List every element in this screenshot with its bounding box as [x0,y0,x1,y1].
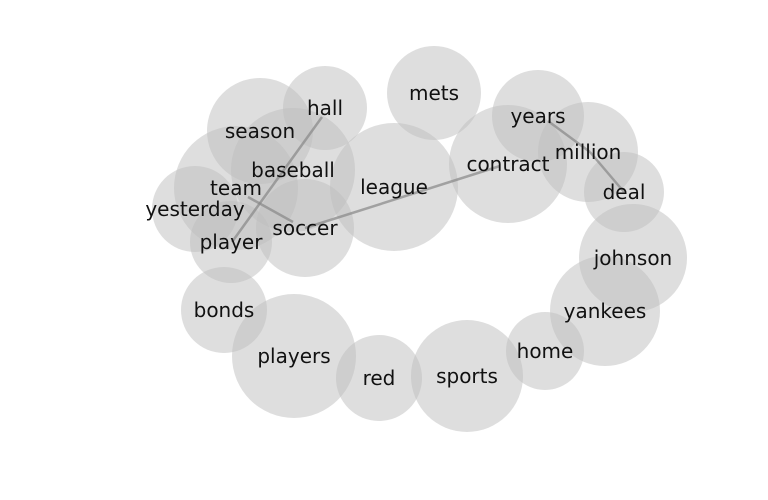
soccer-label: soccer [272,216,338,240]
league-label: league [360,175,428,199]
season-label: season [225,119,295,143]
bubble-layer [152,46,687,432]
home-label: home [517,339,574,363]
million-label: million [555,140,622,164]
players-bubble [232,294,356,418]
home-bubble [506,312,584,390]
edge-hall-player [230,116,324,243]
bonds-label: bonds [194,298,255,322]
edge-years-million [547,119,591,154]
label-layer: season hall mets years million deal contract le… [145,81,672,390]
edge-million-deal [589,151,625,193]
sports-bubble [411,320,523,432]
contract-bubble [449,105,567,223]
edge-soccer-contract [304,164,501,230]
hall-label: hall [307,96,343,120]
baseball-label: baseball [251,158,335,182]
years-label: years [510,104,565,128]
edge-baseball-soccer [247,195,294,224]
sports-label: sports [436,364,498,388]
red-label: red [363,366,396,390]
mets-bubble [387,46,481,140]
yankees-label: yankees [564,299,647,323]
red-bubble [336,335,422,421]
yesterday-label: yesterday [145,197,245,221]
player-bubble [190,201,272,283]
league-bubble [330,123,458,251]
contract-label: contract [466,152,549,176]
johnson-label: johnson [593,246,672,270]
player-label: player [200,230,264,254]
team-label: team [210,176,262,200]
deal-label: deal [603,180,646,204]
mets-label: mets [409,81,459,105]
edge-layer [230,116,625,243]
players-label: players [257,344,330,368]
